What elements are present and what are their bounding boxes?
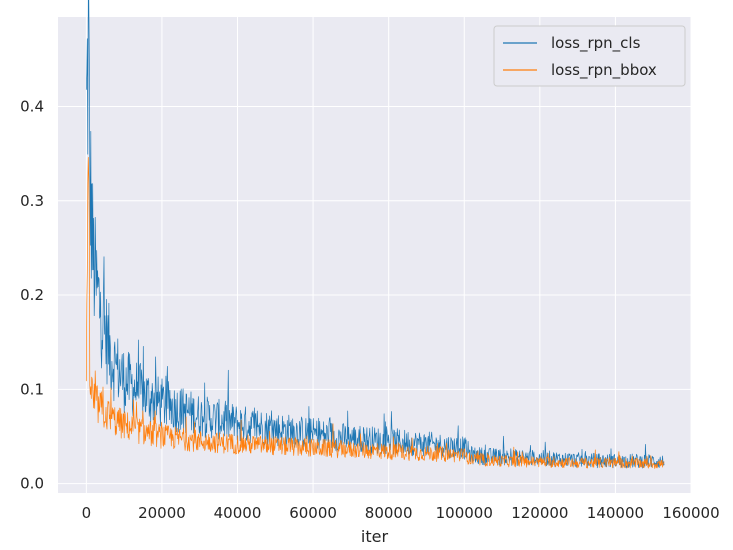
plot-background [58, 17, 691, 493]
y-tick-label: 0.2 [20, 286, 44, 304]
series-layer [85, 0, 665, 469]
series-line-loss-rpn-cls [85, 0, 665, 469]
series-line-loss-rpn-bbox [85, 157, 665, 469]
x-tick-label: 100000 [436, 504, 493, 522]
x-tick-label: 40000 [214, 504, 262, 522]
legend-box [493, 25, 686, 87]
x-tick-label: 160000 [662, 504, 719, 522]
x-tick-labels: 0 20000 40000 60000 80000 100000 120000 140000 1… [82, 504, 720, 522]
x-tick-label: 0 [82, 504, 92, 522]
x-tick-label: 80000 [365, 504, 413, 522]
legend-label-loss-rpn-bbox: loss_rpn_bbox [551, 61, 657, 80]
y-tick-label: 0.1 [20, 380, 44, 398]
legend: loss_rpn_cls loss_rpn_bbox [493, 25, 686, 87]
y-tick-label: 0.0 [20, 475, 44, 493]
y-tick-label: 0.4 [20, 98, 44, 116]
y-tick-label: 0.3 [20, 192, 44, 210]
legend-label-loss-rpn-cls: loss_rpn_cls [551, 34, 641, 53]
x-tick-label: 120000 [511, 504, 568, 522]
x-tick-label: 20000 [138, 504, 186, 522]
x-axis-label: iter [361, 527, 389, 546]
x-tick-label: 60000 [289, 504, 337, 522]
x-tick-label: 140000 [587, 504, 644, 522]
y-tick-labels: 0.0 0.1 0.2 0.3 0.4 [20, 98, 44, 493]
